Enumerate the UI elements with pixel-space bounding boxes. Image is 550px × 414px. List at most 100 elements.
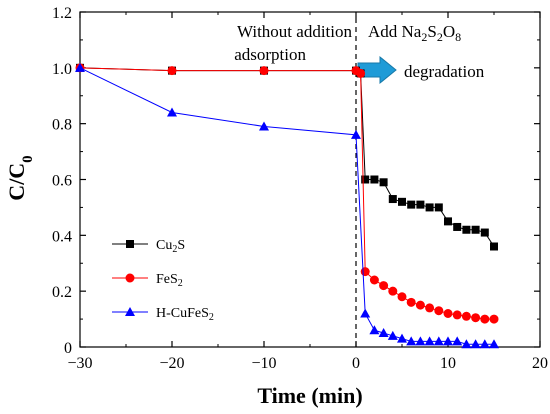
y-tick-label: 1.2	[52, 5, 72, 22]
data-point	[407, 200, 416, 209]
subscript: 8	[455, 30, 461, 44]
legend-label-base: FeS	[156, 272, 178, 287]
data-point	[434, 306, 444, 316]
data-point	[416, 200, 425, 209]
data-point	[443, 336, 453, 346]
data-point	[433, 336, 444, 346]
series-line	[79, 67, 494, 320]
annotation-without-addition: Without addition	[237, 22, 352, 41]
data-point	[387, 330, 398, 340]
data-point	[434, 203, 443, 212]
data-point	[480, 228, 489, 237]
data-point	[489, 339, 499, 349]
data-point	[452, 336, 463, 346]
legend-label: H-CuFeS2	[156, 306, 214, 323]
subscript: 2	[421, 30, 427, 44]
y-tick-label: 1.0	[52, 61, 72, 78]
legend-label-sub: 2	[172, 244, 177, 255]
data-point	[406, 336, 417, 346]
legend-label-base: Cu	[156, 238, 172, 253]
data-point	[370, 175, 379, 184]
x-tick-label: −10	[251, 355, 276, 372]
y-tick-label: 0.8	[52, 117, 72, 134]
data-point	[397, 333, 407, 343]
data-point	[167, 66, 177, 76]
legend-label: FeS2	[156, 272, 183, 289]
legend-label-tail: S	[177, 238, 185, 253]
data-point	[470, 339, 481, 349]
data-point	[490, 242, 498, 251]
y-tick-label: 0.2	[52, 284, 72, 301]
data-point	[360, 308, 371, 318]
annotation-part: O	[443, 22, 455, 41]
data-point	[480, 314, 490, 324]
data-point	[415, 300, 425, 310]
data-point	[453, 222, 462, 231]
data-point	[259, 121, 269, 131]
data-point	[369, 275, 379, 285]
legend-item-1: FeS2	[112, 272, 183, 289]
x-axis-title: Time (min)	[257, 383, 362, 408]
x-tick-label: −30	[67, 355, 92, 372]
data-point	[388, 195, 397, 204]
x-tick-label: 0	[352, 355, 360, 372]
data-point	[415, 336, 426, 346]
data-point	[425, 203, 434, 212]
data-point	[167, 107, 177, 117]
annotation-degradation: degradation	[404, 62, 485, 81]
data-point	[461, 311, 471, 321]
data-point	[443, 309, 453, 318]
data-point	[369, 325, 380, 335]
data-point	[398, 197, 406, 206]
y-axis-title-sub: 0	[20, 155, 36, 163]
svg-text:C/C0: C/C0	[4, 155, 36, 200]
data-point	[379, 178, 388, 187]
annotation-adsorption: adsorption	[234, 45, 306, 64]
data-point	[388, 286, 398, 296]
legend-item-2: H-CuFeS2	[112, 306, 214, 323]
data-point	[424, 336, 435, 346]
data-point	[461, 339, 472, 349]
y-tick-label: 0.4	[52, 228, 72, 245]
legend-label-sub: 2	[209, 312, 214, 323]
data-point	[462, 225, 471, 234]
data-point	[75, 62, 85, 72]
legend-marker	[126, 240, 134, 248]
legend-marker	[125, 273, 135, 283]
data-point	[444, 217, 452, 226]
series-2	[75, 62, 499, 349]
data-point	[489, 314, 499, 324]
data-point	[425, 303, 435, 313]
legend-label: Cu2S	[156, 238, 185, 255]
data-point	[360, 267, 370, 277]
data-point	[397, 292, 407, 302]
data-point	[471, 313, 481, 323]
series-line	[79, 67, 495, 247]
series-0	[76, 63, 498, 251]
subscript: 2	[437, 30, 443, 44]
data-point	[471, 225, 480, 234]
data-point	[361, 175, 370, 184]
data-point	[356, 68, 366, 78]
x-tick-label: 20	[532, 355, 548, 372]
y-axis-title-base: C/C	[4, 163, 29, 201]
legend-label-sub: 2	[178, 278, 183, 289]
data-point	[351, 129, 361, 139]
data-point	[406, 297, 416, 307]
plot-area: −30 −20 −10 0 10 20 0 0.2 0.4 0.6 0.8 1.0 1.2 Without…	[52, 5, 548, 372]
data-point	[378, 328, 389, 338]
legend-item-0: Cu2S	[112, 238, 185, 255]
data-point	[259, 66, 269, 76]
x-tick-label: −20	[159, 355, 184, 372]
annotation-part: Add Na	[368, 22, 422, 41]
y-tick-label: 0	[64, 340, 72, 357]
x-tick-label: 10	[440, 355, 456, 372]
y-tick-label: 0.6	[52, 173, 72, 190]
series-1	[75, 63, 499, 324]
data-point	[479, 339, 490, 349]
data-point	[452, 310, 462, 320]
data-point	[379, 281, 389, 291]
y-axis-title: C/C0	[4, 155, 36, 200]
annotation-part: S	[427, 22, 436, 41]
